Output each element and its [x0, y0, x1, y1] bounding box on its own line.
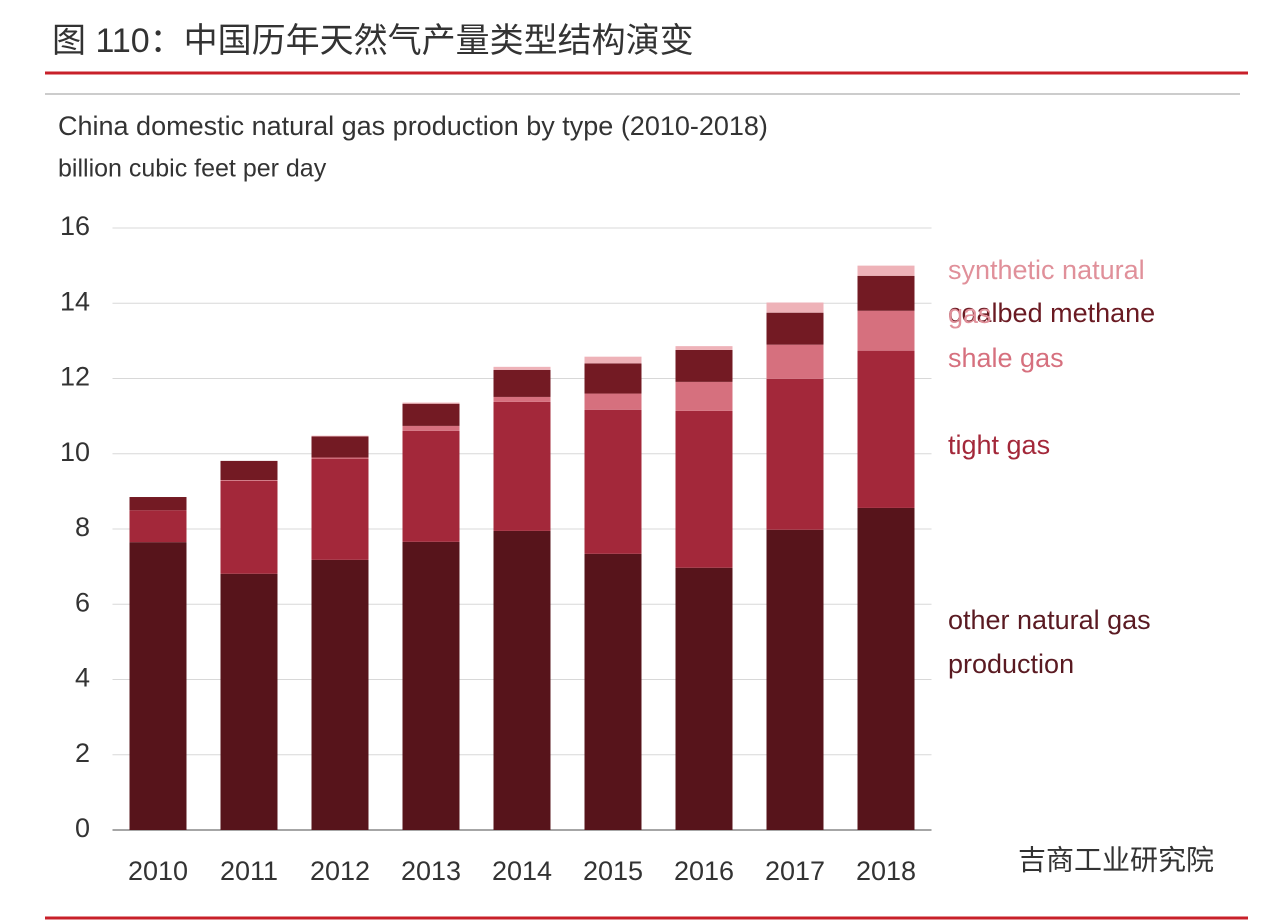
- bar-segment: [402, 403, 460, 426]
- bar-segment: [584, 553, 642, 830]
- bar-segment: [857, 350, 915, 508]
- y-tick-label: 2: [75, 738, 90, 768]
- x-tick-label: 2013: [401, 856, 461, 886]
- watermark: 吉商工业研究院: [1018, 844, 1214, 875]
- bar-segment: [766, 378, 824, 530]
- y-tick-label: 4: [75, 663, 90, 693]
- bar-segment: [129, 497, 187, 511]
- bar-segment: [402, 430, 460, 542]
- bar-segment: [311, 435, 369, 437]
- bar-segment: [675, 410, 733, 568]
- bar-segment: [220, 480, 278, 574]
- bar-segment: [402, 541, 460, 830]
- x-tick-label: 2011: [220, 856, 278, 886]
- chart-title: China domestic natural gas production by…: [58, 111, 768, 141]
- bar-segment: [493, 396, 551, 402]
- bar-segment: [584, 363, 642, 394]
- bar-segment: [220, 460, 278, 481]
- bar-segment: [675, 381, 733, 411]
- bar-segment: [493, 401, 551, 531]
- y-tick-label: 10: [60, 437, 90, 467]
- x-tick-label: 2014: [492, 856, 552, 886]
- bar-segment: [766, 302, 824, 313]
- bar-segment: [311, 458, 369, 560]
- bar-segment: [857, 310, 915, 351]
- y-tick-label: 6: [75, 587, 90, 617]
- legend-label: coalbed methane: [948, 298, 1156, 328]
- y-tick-label: 14: [60, 286, 90, 316]
- legend-label: other natural gas production: [948, 605, 1151, 679]
- bar-segment: [129, 542, 187, 830]
- bar-segment: [129, 510, 187, 543]
- bar-segment: [402, 425, 460, 431]
- bar-segment: [311, 559, 369, 830]
- y-tick-label: 16: [60, 211, 90, 241]
- y-tick-label: 0: [75, 813, 90, 843]
- x-tick-label: 2018: [856, 856, 916, 886]
- y-tick-label: 12: [60, 362, 90, 392]
- bar-segment: [311, 436, 369, 458]
- chart-subtitle: billion cubic feet per day: [58, 155, 327, 183]
- bar-segment: [220, 480, 278, 481]
- legend-label: synthetic natural gas: [948, 255, 1145, 329]
- bar-segment: [493, 366, 551, 370]
- x-tick-label: 2017: [765, 856, 825, 886]
- page-heading: 图 110：中国历年天然气产量类型结构演变: [52, 22, 694, 60]
- bar-segment: [857, 265, 915, 276]
- x-tick-label: 2015: [583, 856, 643, 886]
- legend-label: tight gas: [948, 430, 1051, 460]
- bar-segment: [766, 312, 824, 345]
- x-tick-label: 2016: [674, 856, 734, 886]
- bar-segment: [675, 567, 733, 830]
- bar-segment: [675, 346, 733, 350]
- y-tick-label: 8: [75, 512, 90, 542]
- bar-segment: [493, 369, 551, 397]
- bar-segment: [402, 402, 460, 404]
- bar-segment: [857, 275, 915, 311]
- bar-segment: [584, 393, 642, 410]
- bar-segment: [220, 573, 278, 830]
- legend-label: shale gas: [948, 343, 1064, 373]
- bar-segment: [311, 457, 369, 459]
- bar-segment: [675, 349, 733, 382]
- x-tick-label: 2010: [128, 856, 188, 886]
- bar-segment: [766, 344, 824, 379]
- bar-segment: [584, 409, 642, 554]
- bar-segment: [766, 529, 824, 830]
- x-tick-label: 2012: [310, 856, 370, 886]
- bar-segment: [584, 356, 642, 364]
- bar-segment: [857, 507, 915, 830]
- bar-segment: [493, 530, 551, 830]
